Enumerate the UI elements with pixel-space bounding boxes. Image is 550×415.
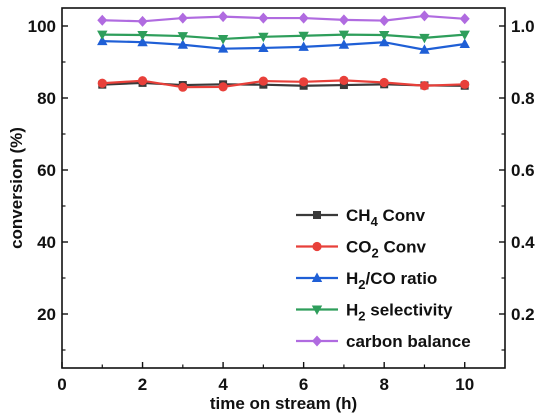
y-tick-label-2: 60 bbox=[37, 161, 56, 180]
series-4-point-4 bbox=[258, 12, 269, 24]
legend-label-4: carbon balance bbox=[346, 332, 471, 351]
x-tick-label-0: 0 bbox=[57, 375, 66, 394]
series-2-point-5 bbox=[298, 41, 309, 51]
series-1-point-1 bbox=[137, 76, 148, 86]
series-2-point-9 bbox=[459, 38, 470, 48]
series-4-line bbox=[102, 14, 465, 23]
legend-label-2: H2/CO ratio bbox=[346, 269, 437, 292]
y2-tick-label-1: 0.4 bbox=[511, 233, 535, 252]
series-1-line bbox=[102, 79, 465, 89]
series-3-point-9 bbox=[459, 30, 470, 41]
series-1-point-5 bbox=[299, 77, 309, 87]
x-tick-label-3: 6 bbox=[299, 375, 308, 394]
series-3-point-5 bbox=[298, 31, 309, 42]
plot-frame bbox=[61, 7, 506, 369]
series-2-point-2 bbox=[177, 39, 189, 49]
series-3-point-6 bbox=[338, 30, 350, 41]
axes: 0 2 4 6 8 10 20 40 60 80 100 0.2 0.4 0.6 0.8 1.0 time on… bbox=[7, 7, 535, 413]
legend-marker-0 bbox=[313, 211, 321, 219]
series-3-line bbox=[102, 33, 465, 41]
series-3-point-8 bbox=[419, 33, 430, 44]
legend-marker-2 bbox=[311, 272, 323, 282]
series-2-point-4 bbox=[258, 42, 269, 52]
legend-label-3: H2 selectivity bbox=[346, 301, 453, 324]
series-1-point-4 bbox=[258, 76, 268, 86]
series-3-point-3 bbox=[217, 34, 229, 45]
x-tick-label-5: 10 bbox=[455, 375, 474, 394]
series-1-point-0 bbox=[97, 78, 107, 88]
legend-marker-4 bbox=[312, 335, 322, 347]
series-2-point-0 bbox=[97, 35, 108, 46]
series-4-point-7 bbox=[379, 15, 390, 27]
series-4-point-6 bbox=[338, 14, 349, 26]
legend-marker-3 bbox=[311, 305, 323, 315]
x-tick-label-4: 8 bbox=[379, 375, 388, 394]
y2-tick-label-0: 0.2 bbox=[511, 305, 535, 324]
y-axis-label: conversion (%) bbox=[7, 127, 26, 249]
series-4-point-5 bbox=[298, 12, 309, 24]
series-1-point-2 bbox=[178, 82, 188, 92]
legend-label-1: CO2 Conv bbox=[346, 238, 427, 261]
series-1-point-3 bbox=[218, 82, 228, 92]
series-1-point-9 bbox=[460, 79, 470, 89]
series-1-point-8 bbox=[419, 81, 430, 91]
series-1-point-6 bbox=[339, 75, 349, 85]
legend-marker-1 bbox=[312, 241, 322, 252]
y2-tick-label-4: 1.0 bbox=[511, 17, 535, 36]
series-4-point-9 bbox=[459, 13, 470, 25]
y-tick-label-1: 40 bbox=[37, 233, 56, 252]
series-4-point-8 bbox=[419, 10, 430, 22]
series-3-point-4 bbox=[258, 32, 269, 43]
y-tick-label-3: 80 bbox=[37, 89, 56, 108]
y2-tick-label-2: 0.6 bbox=[511, 161, 535, 180]
series-2-point-3 bbox=[217, 43, 229, 53]
y-tick-label-4: 100 bbox=[28, 17, 56, 36]
series-2-line bbox=[102, 40, 465, 51]
series-0-point-6 bbox=[339, 81, 348, 90]
series-2-point-7 bbox=[378, 36, 390, 47]
series-4-point-3 bbox=[218, 11, 229, 23]
series-4-point-1 bbox=[137, 15, 148, 27]
series-2-point-8 bbox=[419, 44, 430, 54]
series-3-point-7 bbox=[378, 31, 390, 41]
y2-tick-label-3: 0.8 bbox=[511, 89, 535, 108]
series-1-point-7 bbox=[379, 77, 389, 88]
x-axis-label: time on stream (h) bbox=[210, 394, 357, 413]
series-2-point-1 bbox=[137, 36, 148, 47]
series-4-point-0 bbox=[97, 14, 108, 26]
series-3-point-0 bbox=[97, 30, 108, 41]
series-2-point-6 bbox=[338, 39, 350, 49]
x-tick-label-1: 2 bbox=[138, 375, 147, 394]
series-3-point-2 bbox=[177, 32, 189, 42]
plot-area bbox=[97, 10, 470, 92]
series-3-point-1 bbox=[137, 31, 148, 41]
y-tick-label-0: 20 bbox=[37, 305, 56, 324]
x-tick-label-2: 4 bbox=[218, 375, 228, 394]
legend-label-0: CH4 Conv bbox=[346, 206, 426, 229]
legend: CH4 Conv CO2 Conv H2/CO ratio H2 selectivit… bbox=[296, 206, 471, 351]
series-4-point-2 bbox=[177, 12, 188, 24]
